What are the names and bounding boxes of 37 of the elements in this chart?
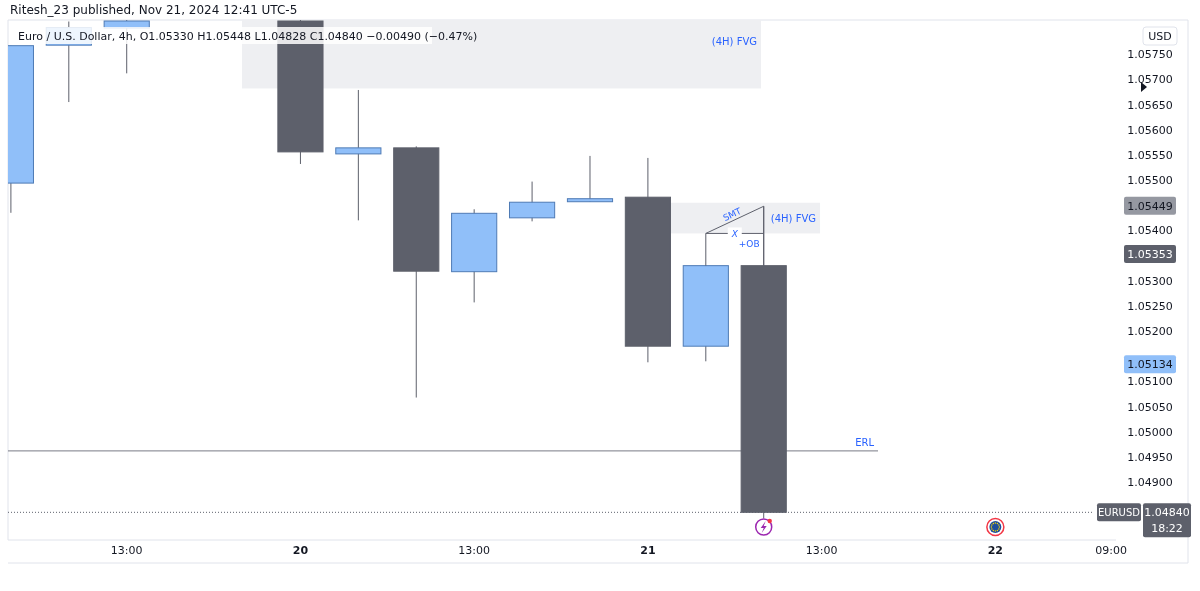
- text: 1.04840: [1144, 506, 1190, 520]
- text: 18:22: [1151, 522, 1183, 536]
- y-tick-label: 1.05600: [1127, 123, 1173, 137]
- y-tick-label: 1.05050: [1127, 400, 1173, 414]
- text: Euro / U.S. Dollar, 4h, O1.05330 H1.05448 L1.04828 C1.04840 −0.00490 (−0.47%): [18, 30, 478, 43]
- x-tick-label: 21: [640, 544, 656, 557]
- y-tick-label: 1.05000: [1127, 425, 1173, 439]
- y-tick-label: 1.04900: [1127, 476, 1173, 490]
- y-axis-title: USD: [1148, 30, 1172, 43]
- band-label: (4H) FVG: [711, 36, 757, 47]
- band-label: (4H) FVG: [770, 213, 817, 225]
- y-tick-label: 1.05500: [1127, 174, 1173, 188]
- x-tick-label: 13:00: [458, 544, 491, 557]
- y-tick-label: 1.05700: [1127, 73, 1173, 87]
- x-tick-label: 22: [987, 544, 1004, 557]
- y-tick-label: 1.05100: [1127, 375, 1173, 389]
- chart-title: Ritesh_23 published, Nov 21, 2024 12:41 UTC-5: [10, 3, 298, 17]
- y-tick-label: 1.05750: [1127, 48, 1173, 62]
- y-tick-label: 1.05200: [1127, 325, 1173, 339]
- y-tick-label: 1.05650: [1127, 98, 1173, 112]
- x-tick-label: 13:00: [110, 544, 143, 557]
- y-tick-label: 1.05550: [1127, 148, 1173, 162]
- y-tick-label: 1.05250: [1127, 299, 1173, 313]
- y-tick-label: 1.05300: [1127, 274, 1173, 288]
- ref-line-label: EURUSD: [1098, 507, 1141, 519]
- annotation: X: [730, 229, 739, 240]
- annotation: +OB: [738, 239, 760, 250]
- text: 1.05353: [1127, 248, 1173, 262]
- y-tick-label: 1.04950: [1127, 450, 1173, 464]
- x-tick-label: 09:00: [1095, 544, 1128, 557]
- x-tick-label: 20: [292, 544, 309, 557]
- y-tick-label: 1.05400: [1127, 224, 1173, 238]
- annotation: SMT: [721, 205, 744, 223]
- ref-line-label: ERL: [855, 436, 875, 448]
- text: 1.05449: [1127, 199, 1173, 213]
- x-tick-label: 13:00: [805, 544, 838, 557]
- text: 1.05134: [1127, 358, 1173, 372]
